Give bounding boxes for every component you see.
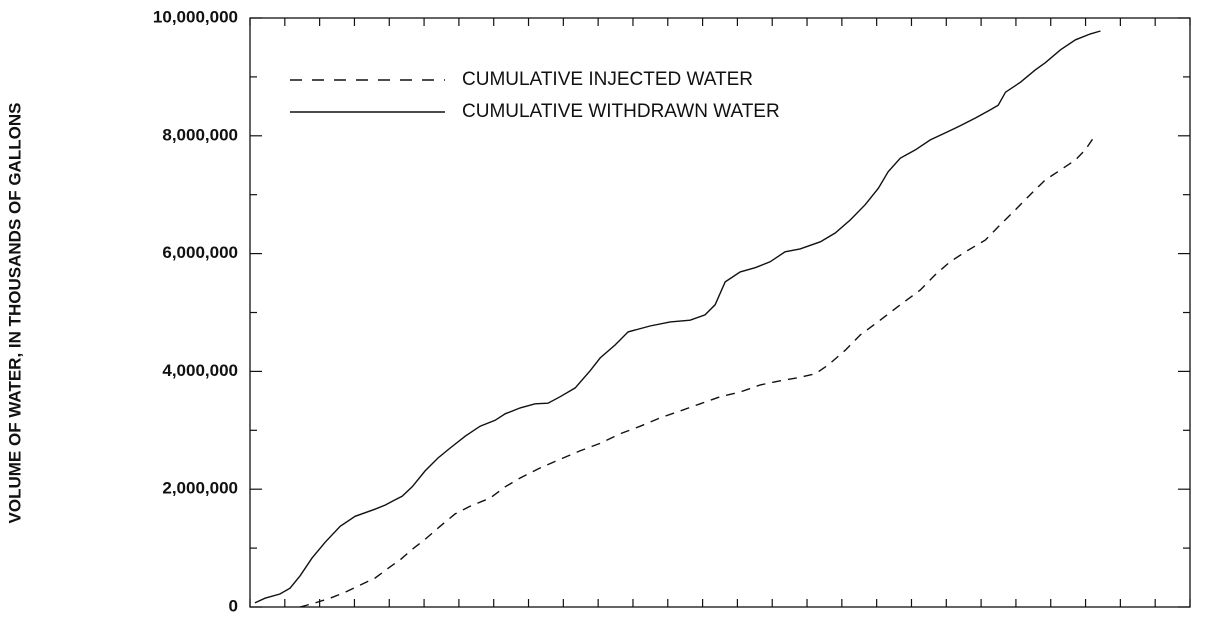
y-tick-label: 0	[229, 596, 238, 615]
y-tick-label: 8,000,000	[162, 125, 238, 144]
legend-label: CUMULATIVE WITHDRAWN WATER	[462, 101, 780, 122]
y-tick-label: 4,000,000	[162, 361, 238, 380]
y-tick-label: 10,000,000	[153, 7, 238, 26]
data-line	[254, 30, 1101, 604]
y-axis-label: VOLUME OF WATER, IN THOUSANDS OF GALLONS	[5, 103, 24, 524]
y-tick-label: 2,000,000	[162, 479, 238, 498]
data-line	[299, 134, 1096, 608]
y-tick-label: 6,000,000	[162, 243, 238, 262]
legend-label: CUMULATIVE INJECTED WATER	[462, 69, 753, 90]
